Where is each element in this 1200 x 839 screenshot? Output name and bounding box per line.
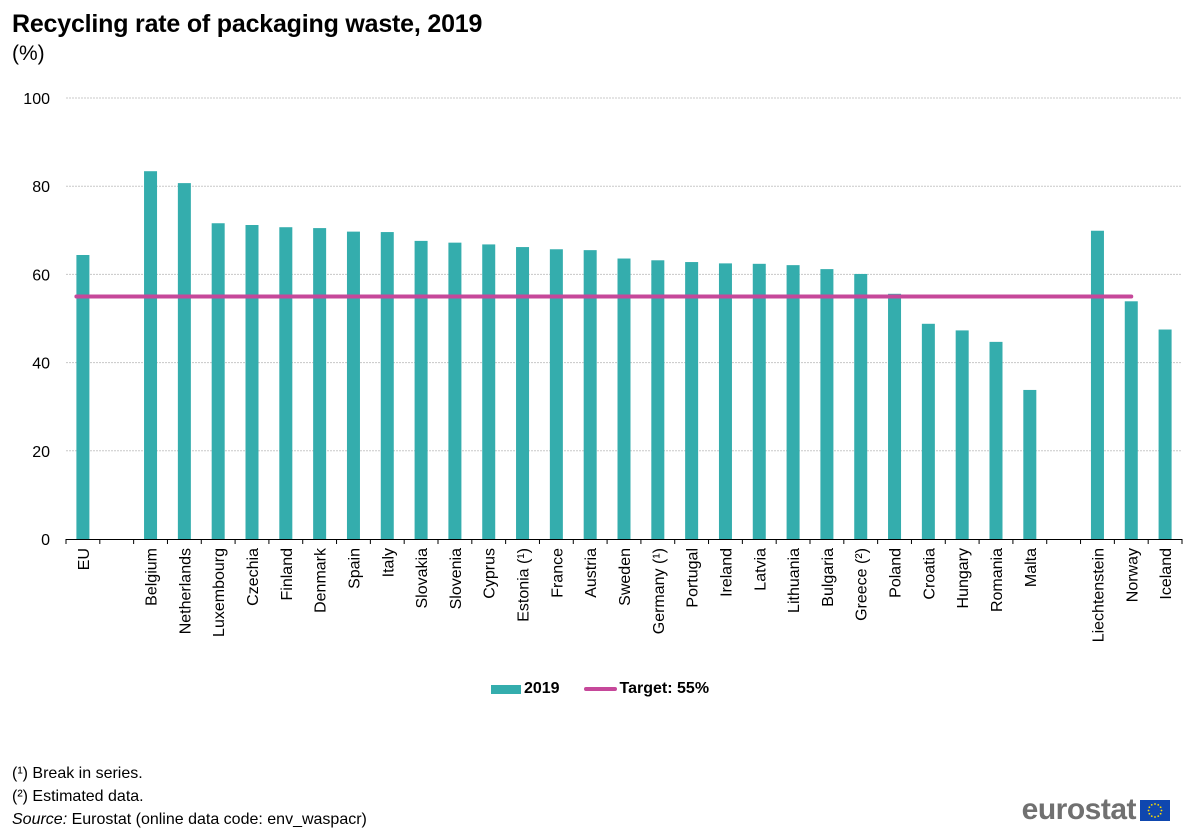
x-category-label: Croatia xyxy=(921,548,938,600)
y-tick-label: 100 xyxy=(23,91,50,108)
bar xyxy=(752,263,766,539)
x-category-label: Luxembourg xyxy=(211,548,228,637)
x-category-label: Greece (²) xyxy=(854,548,871,621)
legend-label-target: Target: 55% xyxy=(619,680,710,697)
bar xyxy=(989,341,1003,539)
bar xyxy=(482,244,496,540)
x-category-label: France xyxy=(549,548,566,598)
eurostat-logo: eurostat xyxy=(1022,793,1170,827)
x-category-label: Czechia xyxy=(245,548,262,606)
x-category-label: Poland xyxy=(888,548,905,598)
bar xyxy=(346,231,360,540)
legend-swatch-line xyxy=(583,687,617,691)
bar xyxy=(685,262,699,539)
bar xyxy=(921,323,935,539)
x-category-label: Norway xyxy=(1124,548,1141,602)
eu-flag-icon xyxy=(1140,799,1170,821)
x-category-label: Cyprus xyxy=(482,548,499,599)
bar xyxy=(888,293,902,539)
bar xyxy=(1090,230,1104,539)
bar xyxy=(144,171,158,539)
x-category-label: Portugal xyxy=(685,548,702,608)
x-category-label: Spain xyxy=(346,548,363,589)
legend-label-2019: 2019 xyxy=(523,680,560,697)
footnote-break-in-series: (¹) Break in series. xyxy=(12,765,143,782)
x-category-label: Lithuania xyxy=(786,548,803,613)
x-category-label: Netherlands xyxy=(177,548,194,634)
footnotes: (¹) Break in series. (²) Estimated data.… xyxy=(12,762,367,831)
bar xyxy=(177,183,191,539)
y-tick-label: 60 xyxy=(32,267,50,284)
bar-chart: 0 20 40 60 80 100 EU Belgium Netherlands Luxembou… xyxy=(23,91,1183,642)
x-category-label: Ireland xyxy=(718,548,735,597)
bar xyxy=(955,330,969,539)
bar xyxy=(1124,301,1138,539)
bar xyxy=(1158,329,1172,539)
x-category-label: Latvia xyxy=(752,548,769,591)
x-category-label: Austria xyxy=(583,548,600,598)
x-category-label: Malta xyxy=(1023,548,1040,587)
bar xyxy=(313,228,327,539)
bar xyxy=(617,258,631,539)
source-line: Source: Eurostat (online data code: env_… xyxy=(12,808,367,831)
source-prefix: Source: xyxy=(12,811,68,828)
legend-swatch-bar xyxy=(490,684,521,694)
legend-item-target: Target: 55% xyxy=(583,680,710,698)
legend: 2019 Target: 55% xyxy=(0,680,1200,698)
bar xyxy=(583,250,597,539)
y-tick-label: 80 xyxy=(32,179,50,196)
bar xyxy=(854,273,868,539)
x-category-label: Finland xyxy=(279,548,296,600)
x-category-label: Sweden xyxy=(617,548,634,606)
legend-item-2019: 2019 xyxy=(490,680,560,698)
x-category-label: Belgium xyxy=(144,548,161,606)
bar xyxy=(820,269,834,539)
bar xyxy=(279,227,293,539)
bar xyxy=(786,265,800,539)
bar xyxy=(448,242,462,539)
chart-subtitle: (%) xyxy=(12,42,45,65)
chart-title: Recycling rate of packaging waste, 2019 xyxy=(12,10,483,38)
bar xyxy=(718,263,732,539)
bar xyxy=(76,254,90,539)
y-tick-label: 40 xyxy=(32,356,50,373)
x-category-label: Bulgaria xyxy=(820,548,837,607)
bar xyxy=(516,247,530,540)
x-category-label: Slovenia xyxy=(448,548,465,609)
bar xyxy=(245,225,259,539)
y-tick-label: 20 xyxy=(32,444,50,461)
y-tick-label: 0 xyxy=(41,532,50,549)
x-category-label: Italy xyxy=(380,548,397,577)
logo-text: eurostat xyxy=(1021,793,1137,826)
bar xyxy=(651,260,665,539)
x-category-label: Iceland xyxy=(1158,548,1175,600)
x-category-label: Germany (¹) xyxy=(651,548,668,634)
x-category-label: Slovakia xyxy=(414,548,431,609)
bar xyxy=(380,232,394,539)
bar xyxy=(211,223,225,539)
bar xyxy=(414,240,428,539)
source-text: Eurostat (online data code: env_waspacr) xyxy=(67,811,367,828)
bar xyxy=(1023,389,1037,539)
x-category-label: Liechtenstein xyxy=(1090,548,1107,642)
bar xyxy=(549,249,563,539)
x-category-label: Romania xyxy=(989,548,1006,612)
x-category-label: Estonia (¹) xyxy=(516,548,533,622)
x-category-label: Hungary xyxy=(955,548,972,608)
footnote-estimated-data: (²) Estimated data. xyxy=(12,788,144,805)
x-category-label: EU xyxy=(76,548,93,570)
x-category-label: Denmark xyxy=(313,547,330,613)
